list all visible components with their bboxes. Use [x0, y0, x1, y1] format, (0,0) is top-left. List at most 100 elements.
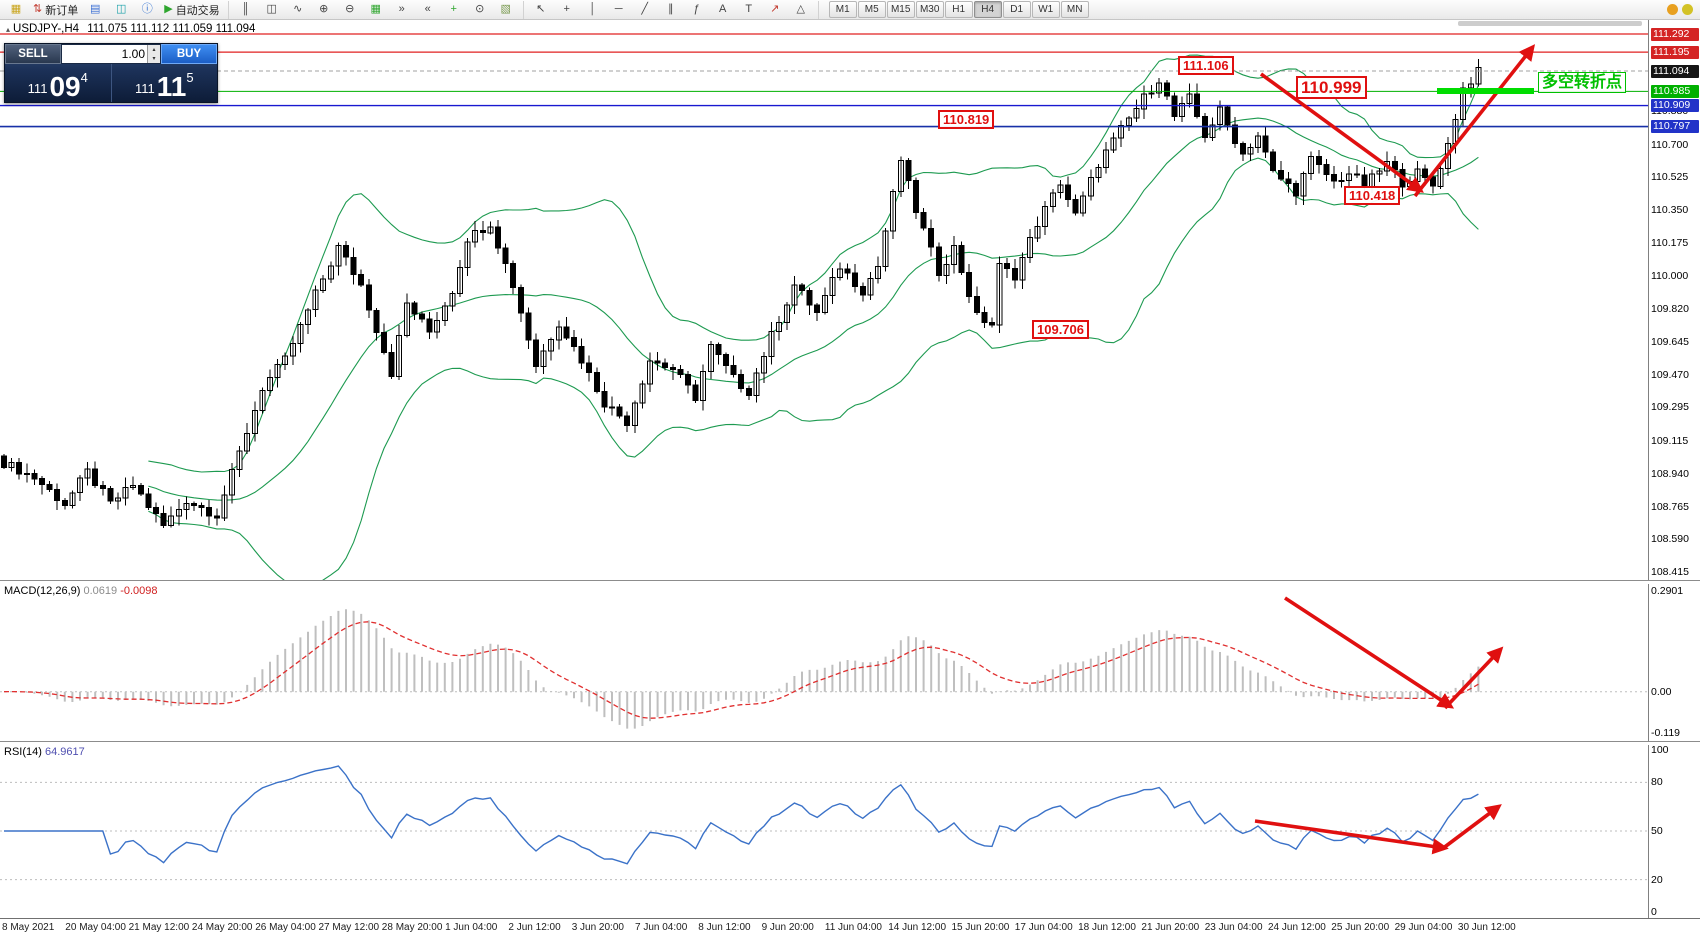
- main-toolbar: ▦ ⇅ 新订单 ▤ ◫ ⓘ ▶ 自动交易 ║ ◫ ∿ ⊕ ⊖ ▦ » « + ⊙ ▧ ↖ + │ ─ ╱ ∥ ƒ A T ↗ △ M1 M5…: [0, 0, 1700, 20]
- zoom-out-button[interactable]: ⊖: [337, 0, 363, 19]
- sell-price-sup: 4: [80, 70, 88, 85]
- volume-decrease-icon[interactable]: ▾: [148, 54, 160, 63]
- rsi-line: [4, 765, 1479, 865]
- macd-value-1: 0.0619: [83, 585, 118, 597]
- candlestick-chart-button[interactable]: ◫: [259, 0, 285, 19]
- new-chart-button[interactable]: ▦: [3, 0, 29, 19]
- zoom-in-button[interactable]: ⊕: [311, 0, 337, 19]
- time-axis-label: 29 Jun 04:00: [1394, 922, 1453, 933]
- bar-chart-button[interactable]: ║: [233, 0, 259, 19]
- chart-shift-icon: «: [424, 3, 431, 15]
- time-axis-label: 8 Jun 12:00: [698, 922, 751, 933]
- price-annotation[interactable]: 109.706: [1032, 320, 1089, 339]
- line-chart-button[interactable]: ∿: [285, 0, 311, 19]
- notification-icon[interactable]: [1667, 4, 1678, 15]
- timeframe-H1[interactable]: H1: [944, 1, 973, 18]
- chart-scrollbar-thumb[interactable]: [1458, 21, 1642, 26]
- timeframe-M15[interactable]: M15: [886, 1, 915, 18]
- timeframe-M30[interactable]: M30: [915, 1, 944, 18]
- rsi-chart[interactable]: [0, 744, 1648, 918]
- periods-icon: ⊙: [475, 3, 485, 15]
- sell-button[interactable]: SELL: [5, 44, 61, 64]
- timeframe-MN[interactable]: MN: [1060, 1, 1089, 18]
- vertical-line-button[interactable]: │: [580, 0, 606, 19]
- timeframe-M1[interactable]: M1: [828, 1, 857, 18]
- price-axis-label: 109.115: [1651, 435, 1689, 448]
- macd-label: MACD(12,26,9) 0.0619 -0.0098: [4, 585, 158, 597]
- periods-button[interactable]: ⊙: [467, 0, 493, 19]
- time-axis-label: 20 May 04:00: [65, 922, 126, 933]
- volume-input[interactable]: 1.00: [121, 47, 145, 61]
- volume-increase-icon[interactable]: ▴: [148, 45, 160, 54]
- vertical-line-icon: │: [589, 3, 597, 15]
- crosshair-icon: +: [563, 3, 570, 15]
- price-annotation[interactable]: 110.418: [1344, 186, 1401, 205]
- buy-button[interactable]: BUY: [161, 44, 217, 64]
- time-axis-label: 23 Jun 04:00: [1204, 922, 1263, 933]
- fibonacci-button[interactable]: ƒ: [684, 0, 710, 19]
- time-axis-label: 9 Jun 20:00: [761, 922, 814, 933]
- buy-price[interactable]: 111 11 5: [112, 64, 218, 102]
- panel-splitter[interactable]: [0, 741, 1700, 745]
- rsi-axis-label: 80: [1651, 776, 1663, 789]
- rsi-axis-label: 100: [1651, 744, 1669, 756]
- price-annotation[interactable]: 110.819: [938, 110, 995, 129]
- one-click-trading-panel: SELL 1.00 ▴ ▾ BUY 111 09 4 111 11 5: [4, 43, 218, 103]
- label-button[interactable]: T: [736, 0, 762, 19]
- time-axis-label: 27 May 12:00: [318, 922, 380, 933]
- trendline-button[interactable]: ╱: [632, 0, 658, 19]
- price-annotation[interactable]: 111.106: [1178, 56, 1234, 75]
- tile-windows-button[interactable]: ▦: [363, 0, 389, 19]
- macd-chart[interactable]: [0, 583, 1648, 741]
- macd-panel[interactable]: MACD(12,26,9) 0.0619 -0.0098: [0, 583, 1648, 741]
- autotrading-button[interactable]: ▶ 自动交易: [160, 0, 223, 19]
- panel-splitter[interactable]: [0, 580, 1700, 584]
- indicators-button[interactable]: +: [441, 0, 467, 19]
- cursor-button[interactable]: ↖: [528, 0, 554, 19]
- timeframe-W1[interactable]: W1: [1031, 1, 1060, 18]
- arrows-button[interactable]: ↗: [762, 0, 788, 19]
- text-button[interactable]: A: [710, 0, 736, 19]
- price-axis-label: 110.350: [1651, 204, 1689, 217]
- time-axis-label: 1 Jun 04:00: [445, 922, 498, 933]
- time-axis-label: 3 Jun 20:00: [571, 922, 624, 933]
- price-axis-label: 109.645: [1651, 335, 1689, 348]
- shapes-icon: △: [796, 3, 805, 15]
- ohlc-collapse-icon[interactable]: ▴: [6, 25, 11, 34]
- crosshair-button[interactable]: +: [554, 0, 580, 19]
- horizontal-line-icon: ─: [614, 3, 623, 15]
- macd-axis-label: -0.119: [1651, 727, 1680, 739]
- sell-price-prefix: 111: [27, 81, 48, 96]
- templates-button[interactable]: ▧: [493, 0, 519, 19]
- status-icon[interactable]: [1682, 4, 1693, 15]
- timeframe-M5[interactable]: M5: [857, 1, 886, 18]
- price-annotation[interactable]: 110.999: [1296, 76, 1367, 99]
- sell-price[interactable]: 111 09 4: [5, 64, 111, 102]
- rsi-name: RSI(14): [4, 746, 42, 758]
- time-axis[interactable]: 8 May 2021 20 May 04:00 21 May 12:00 24 May…: [0, 918, 1700, 941]
- profiles-button[interactable]: ▤: [82, 0, 108, 19]
- time-axis-label: 21 Jun 20:00: [1141, 922, 1200, 933]
- market-watch-button[interactable]: ◫: [108, 0, 134, 19]
- data-window-button[interactable]: ⓘ: [134, 0, 160, 19]
- auto-scroll-button[interactable]: »: [389, 0, 415, 19]
- chart-shift-button[interactable]: «: [415, 0, 441, 19]
- buy-price-main: 11: [156, 71, 187, 103]
- turning-point-label[interactable]: 多空转折点: [1538, 72, 1627, 93]
- candlestick-chart[interactable]: [0, 20, 1648, 580]
- price-axis[interactable]: 110.880110.700110.525110.350110.175110.0…: [1648, 20, 1700, 918]
- shapes-button[interactable]: △: [788, 0, 814, 19]
- timeframe-D1[interactable]: D1: [1002, 1, 1031, 18]
- toolbar-groups: ▦ ⇅ 新订单 ▤ ◫ ⓘ ▶ 自动交易 ║ ◫ ∿ ⊕ ⊖ ▦ » « + ⊙ ▧ ↖ + │ ─ ╱ ∥ ƒ A T ↗ △: [3, 0, 823, 19]
- channel-button[interactable]: ∥: [658, 0, 684, 19]
- price-axis-tag: 110.909: [1651, 99, 1699, 113]
- rsi-panel[interactable]: RSI(14) 64.9617: [0, 744, 1648, 918]
- market-watch-icon: ◫: [116, 3, 127, 15]
- new-order-button[interactable]: ⇅ 新订单: [29, 0, 82, 19]
- horizontal-line-button[interactable]: ─: [606, 0, 632, 19]
- channel-icon: ∥: [667, 3, 674, 15]
- main-chart-panel[interactable]: [0, 20, 1648, 580]
- time-axis-label: 7 Jun 04:00: [635, 922, 688, 933]
- timeframe-H4[interactable]: H4: [973, 1, 1002, 18]
- buy-price-sup: 5: [186, 70, 194, 85]
